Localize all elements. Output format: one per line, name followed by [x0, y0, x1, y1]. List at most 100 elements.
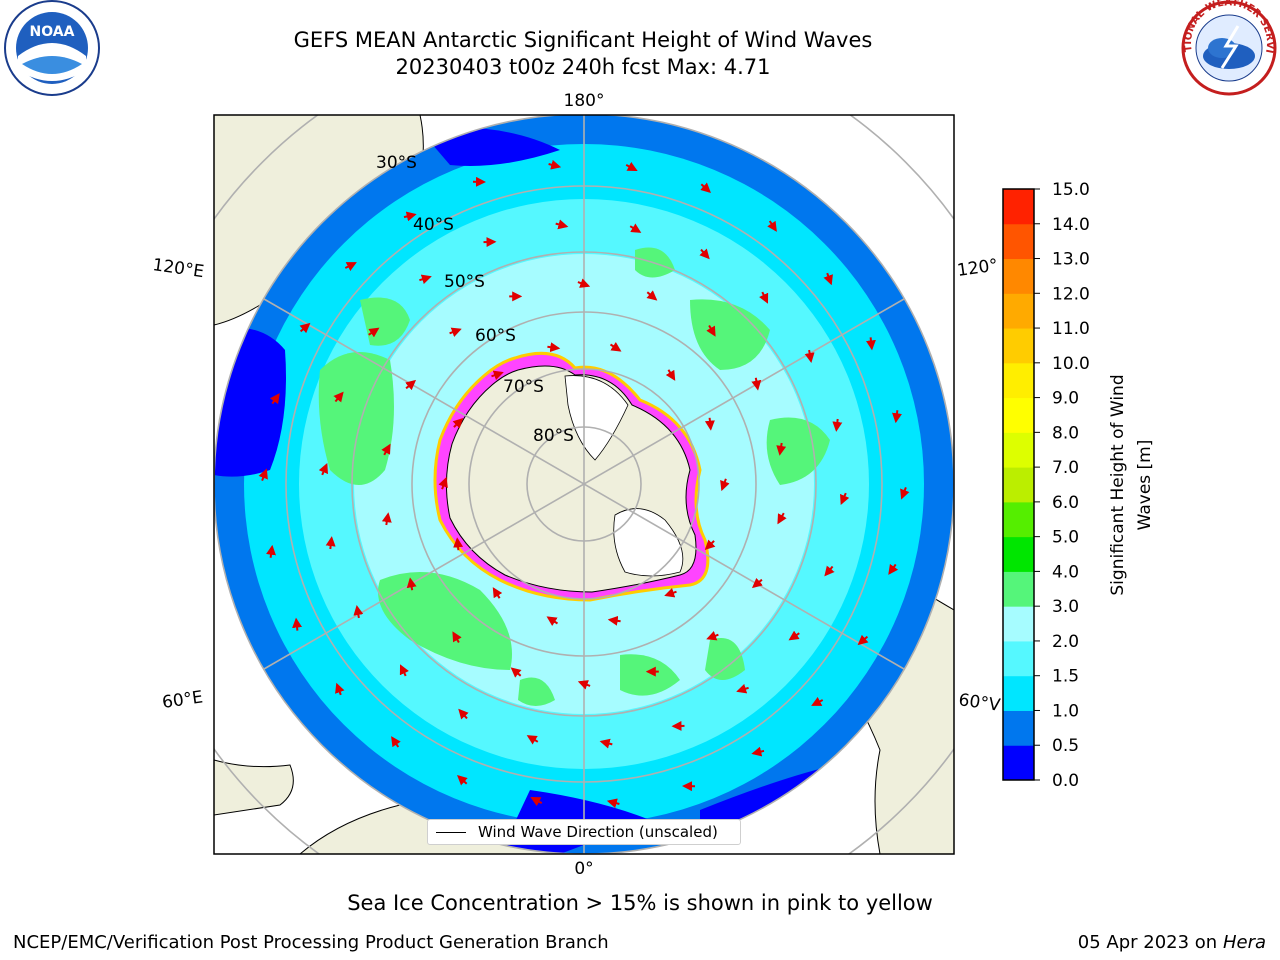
wave-direction-arrow: [266, 544, 276, 558]
wave-direction-arrow: [700, 182, 711, 193]
colorbar-segment: [1003, 606, 1034, 642]
wave-direction-arrow: [629, 223, 642, 233]
wave-direction-arrow: [344, 262, 357, 272]
colorbar-segment: [1003, 710, 1034, 746]
wave-direction-arrow: [492, 587, 503, 599]
colorbar-tick-label: 14.0: [1052, 215, 1090, 235]
wave-direction-arrow: [548, 159, 562, 170]
colorbar-tick-label: 10.0: [1052, 354, 1090, 374]
colorbar-segment: [1003, 258, 1034, 294]
wave-direction-arrow: [888, 563, 899, 575]
colorbar-tick-label: 7.0: [1052, 458, 1079, 478]
wave-direction-arrow: [751, 577, 763, 589]
colorbar-frame: [1002, 188, 1035, 781]
credit-host: Hera: [1222, 932, 1266, 953]
wave-direction-arrow: [704, 539, 716, 550]
wave-direction-arrow: [491, 370, 504, 381]
wave-direction-arrow: [823, 272, 833, 286]
colorbar-label-line2: Waves [m]: [1135, 440, 1155, 531]
colorbar-segment: [1003, 189, 1034, 225]
wave-direction-arrow: [546, 616, 559, 627]
colorbar-tick-label: 1.5: [1052, 667, 1079, 687]
wave-direction-arrow: [555, 219, 569, 230]
wave-direction-arrow: [269, 393, 280, 405]
credit-right: 05 Apr 2023 on Hera: [1078, 932, 1266, 953]
lat-label-60s: 60°S: [475, 326, 516, 346]
colorbar-segment: [1003, 328, 1034, 364]
noaa-logo-text: NOAA: [30, 24, 75, 40]
wave-direction-arrow: [335, 682, 345, 696]
colorbar-tick-label: 13.0: [1052, 250, 1090, 270]
lon-label-120w: 120°: [956, 255, 999, 281]
wave-direction-arrow: [405, 379, 417, 391]
colorbar-tick-label: 6.0: [1052, 493, 1079, 513]
colorbar-tick-label: 2.0: [1052, 632, 1079, 652]
wave-direction-arrow: [865, 337, 876, 351]
wave-direction-arrow: [767, 220, 777, 232]
colorbar-segment: [1003, 745, 1034, 781]
wind-wave-arrows: [258, 159, 910, 809]
legend-label: Wind Wave Direction (unscaled): [478, 823, 718, 841]
sea-ice-note: Sea Ice Concentration > 15% is shown in …: [347, 891, 933, 915]
wave-direction-arrow: [577, 680, 591, 690]
wave-direction-arrow: [706, 324, 716, 337]
wave-direction-arrow: [776, 442, 787, 456]
colorbar-tick-label: 0.5: [1052, 736, 1079, 756]
wave-direction-arrow: [258, 468, 268, 481]
colorbar-tick-label: 1.0: [1052, 701, 1079, 721]
wave-direction-arrow: [857, 634, 869, 646]
colorbar-segment: [1003, 640, 1034, 677]
lat-label-70s: 70°S: [503, 377, 544, 397]
lat-label-30s: 30°S: [376, 153, 417, 173]
wave-direction-arrow: [607, 615, 621, 626]
wave-direction-arrow: [292, 617, 303, 631]
lat-label-40s: 40°S: [413, 215, 454, 235]
wave-direction-arrow: [665, 369, 676, 381]
colorbar-tick-label: 9.0: [1052, 389, 1079, 409]
colorbar-tick-label: 12.0: [1052, 284, 1090, 304]
wave-direction-arrow: [824, 565, 835, 577]
wave-direction-arrow: [547, 342, 561, 353]
wave-direction-arrow: [900, 487, 910, 500]
wave-direction-arrow: [318, 462, 328, 476]
graticule: [214, 115, 954, 854]
wave-direction-arrow: [892, 410, 902, 424]
wave-direction-arrow: [453, 537, 464, 551]
wave-direction-arrow: [403, 211, 417, 222]
map-legend: Wind Wave Direction (unscaled): [427, 819, 741, 845]
wave-direction-arrow: [458, 708, 469, 720]
wave-direction-arrow: [646, 290, 658, 301]
wave-direction-arrow: [333, 391, 344, 403]
colorbar-segment: [1003, 223, 1034, 260]
colorbar-segment: [1003, 467, 1034, 503]
wave-direction-arrow: [699, 248, 710, 260]
wave-direction-arrow: [526, 735, 539, 745]
colorbar-segment: [1003, 293, 1034, 329]
lon-label-120e: 120°E: [151, 255, 205, 282]
wave-direction-arrow: [840, 492, 850, 506]
wave-direction-arrow: [438, 476, 448, 490]
lon-label-0: 0°: [574, 859, 593, 879]
wave-direction-arrow: [577, 278, 591, 288]
wave-direction-arrow: [832, 418, 843, 432]
wave-direction-arrow: [399, 664, 409, 677]
colorbar-tick-label: 4.0: [1052, 562, 1079, 582]
credit-date: 05 Apr 2023 on: [1077, 932, 1223, 953]
lon-label-60w: 60°V: [957, 690, 1002, 716]
credit-left: NCEP/EMC/Verification Post Processing Pr…: [13, 932, 609, 953]
wave-direction-arrow: [625, 161, 638, 172]
wave-direction-arrow: [599, 738, 613, 749]
wave-direction-arrow: [804, 349, 815, 363]
map-frame: [213, 114, 955, 855]
colorbar-tick-label: 15.0: [1052, 180, 1090, 200]
wave-direction-arrow: [452, 631, 462, 644]
wave-direction-arrow: [736, 683, 749, 694]
wave-direction-arrow: [406, 577, 417, 591]
colorbar-segment: [1003, 571, 1034, 607]
lon-label-60e: 60°E: [161, 687, 204, 712]
colorbar-segment: [1003, 397, 1034, 433]
wave-direction-arrow: [706, 631, 719, 641]
wave-direction-arrow: [353, 605, 364, 619]
wave-direction-arrow: [751, 746, 765, 757]
lat-label-50s: 50°S: [444, 272, 485, 292]
